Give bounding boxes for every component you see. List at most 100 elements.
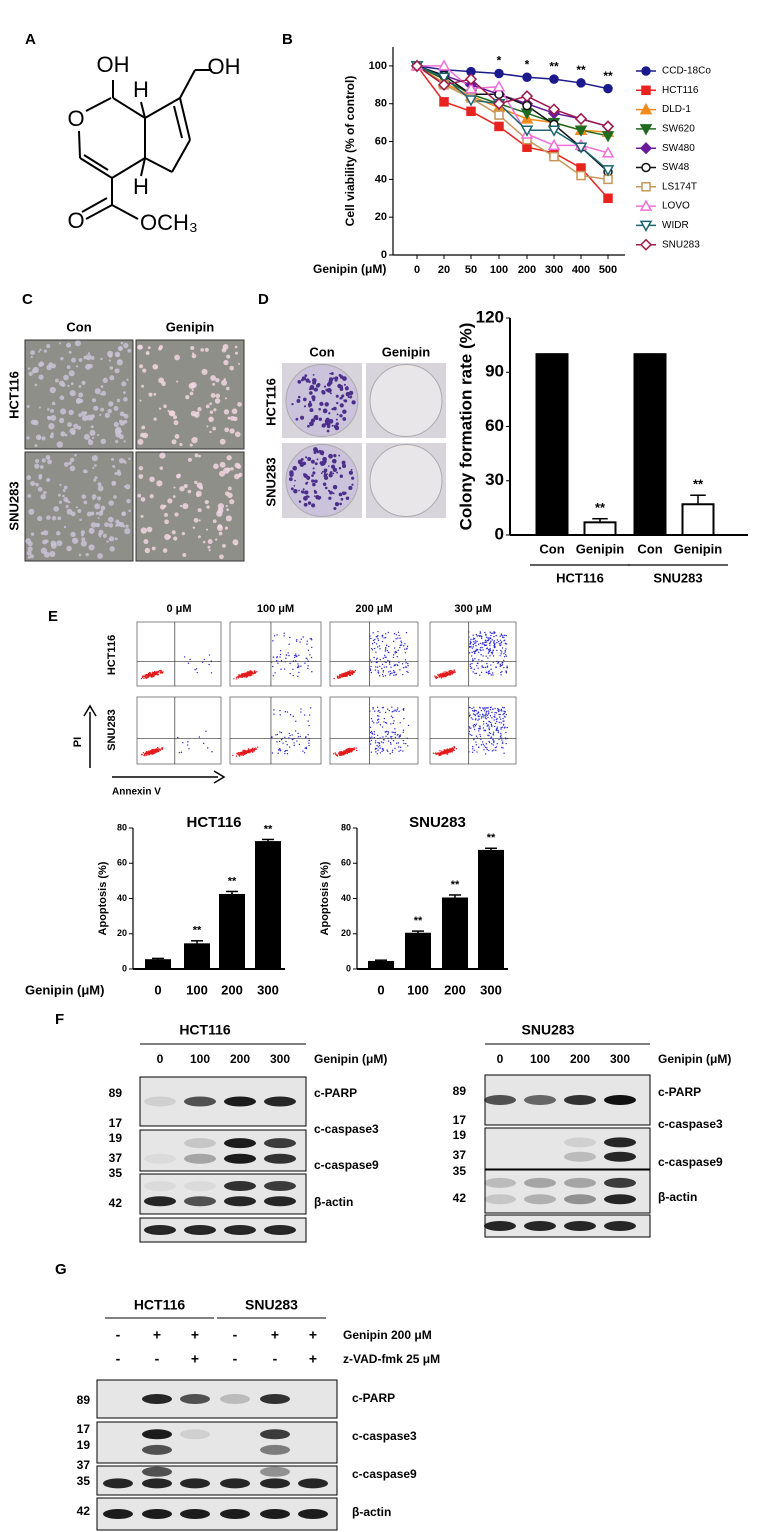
event [399,736,400,737]
event [496,718,497,719]
x-tick-label: 400 [572,264,590,276]
panel-label: C [22,291,33,308]
event [492,672,493,673]
event [354,671,355,672]
x-tick-label: Genipin [576,541,624,556]
event [382,749,383,750]
event [153,752,154,753]
colony [301,490,303,492]
event [496,650,497,651]
cell [122,525,125,528]
event [247,674,248,675]
lane-label: 100 [190,1052,210,1066]
cell [88,544,94,550]
event [177,737,178,738]
colony [306,379,309,382]
cell [47,416,50,419]
event [296,740,297,741]
event [388,652,389,653]
colony [333,473,335,475]
event [348,672,349,673]
event [244,674,245,675]
event [376,636,377,637]
bar [537,354,568,535]
event [443,752,444,753]
event [248,752,249,753]
event [307,668,308,669]
flow-plot [430,697,516,764]
event [309,654,310,655]
event [478,711,479,712]
blot-frame [97,1422,337,1463]
event [498,641,499,642]
event [295,653,296,654]
event [371,731,372,732]
cell [150,494,154,498]
cell [229,428,234,433]
event [473,660,474,661]
cell [91,532,93,534]
event [472,710,473,711]
cell [226,355,230,359]
event [504,707,505,708]
event [438,753,439,754]
cell [203,541,206,544]
cell [44,552,50,558]
event [482,642,483,643]
colony [336,395,339,398]
significance: ** [193,925,202,937]
event [337,755,338,756]
event [394,748,395,749]
event [394,647,395,648]
event [476,751,477,752]
cell [67,422,72,427]
event [288,644,289,645]
cell [213,464,219,470]
event [488,651,489,652]
event [282,742,283,743]
event [289,733,290,734]
cell [117,472,121,476]
point [495,90,503,98]
band [524,1095,556,1105]
event [487,715,488,716]
mw-marker: 89 [77,1393,91,1407]
event [311,647,312,648]
cell [139,364,143,368]
event [279,741,280,742]
event [481,716,482,717]
cell [180,505,182,507]
event [501,739,502,740]
colony [318,408,321,411]
cell [115,440,118,443]
event [450,751,451,752]
x-tick-label: 0 [154,982,161,997]
event [490,709,491,710]
event [205,731,206,732]
cell [118,359,121,362]
event [482,666,483,667]
point [604,194,612,202]
event [490,635,491,636]
cell [28,541,33,546]
legend-label: LOVO [662,201,690,212]
protein-label: c-PARP [314,1086,357,1100]
event [389,710,390,711]
event [397,709,398,710]
event [487,734,488,735]
event [493,650,494,651]
colony [310,391,312,393]
event [194,669,195,670]
event [500,672,501,673]
flow-plot [430,622,516,686]
y-tick-label: 0 [495,524,504,543]
event [372,707,373,708]
event [299,641,300,642]
event [485,753,486,754]
event [478,747,479,748]
event [310,707,311,708]
cell [39,349,41,351]
event [159,670,160,671]
event [149,675,150,676]
event [333,753,334,754]
